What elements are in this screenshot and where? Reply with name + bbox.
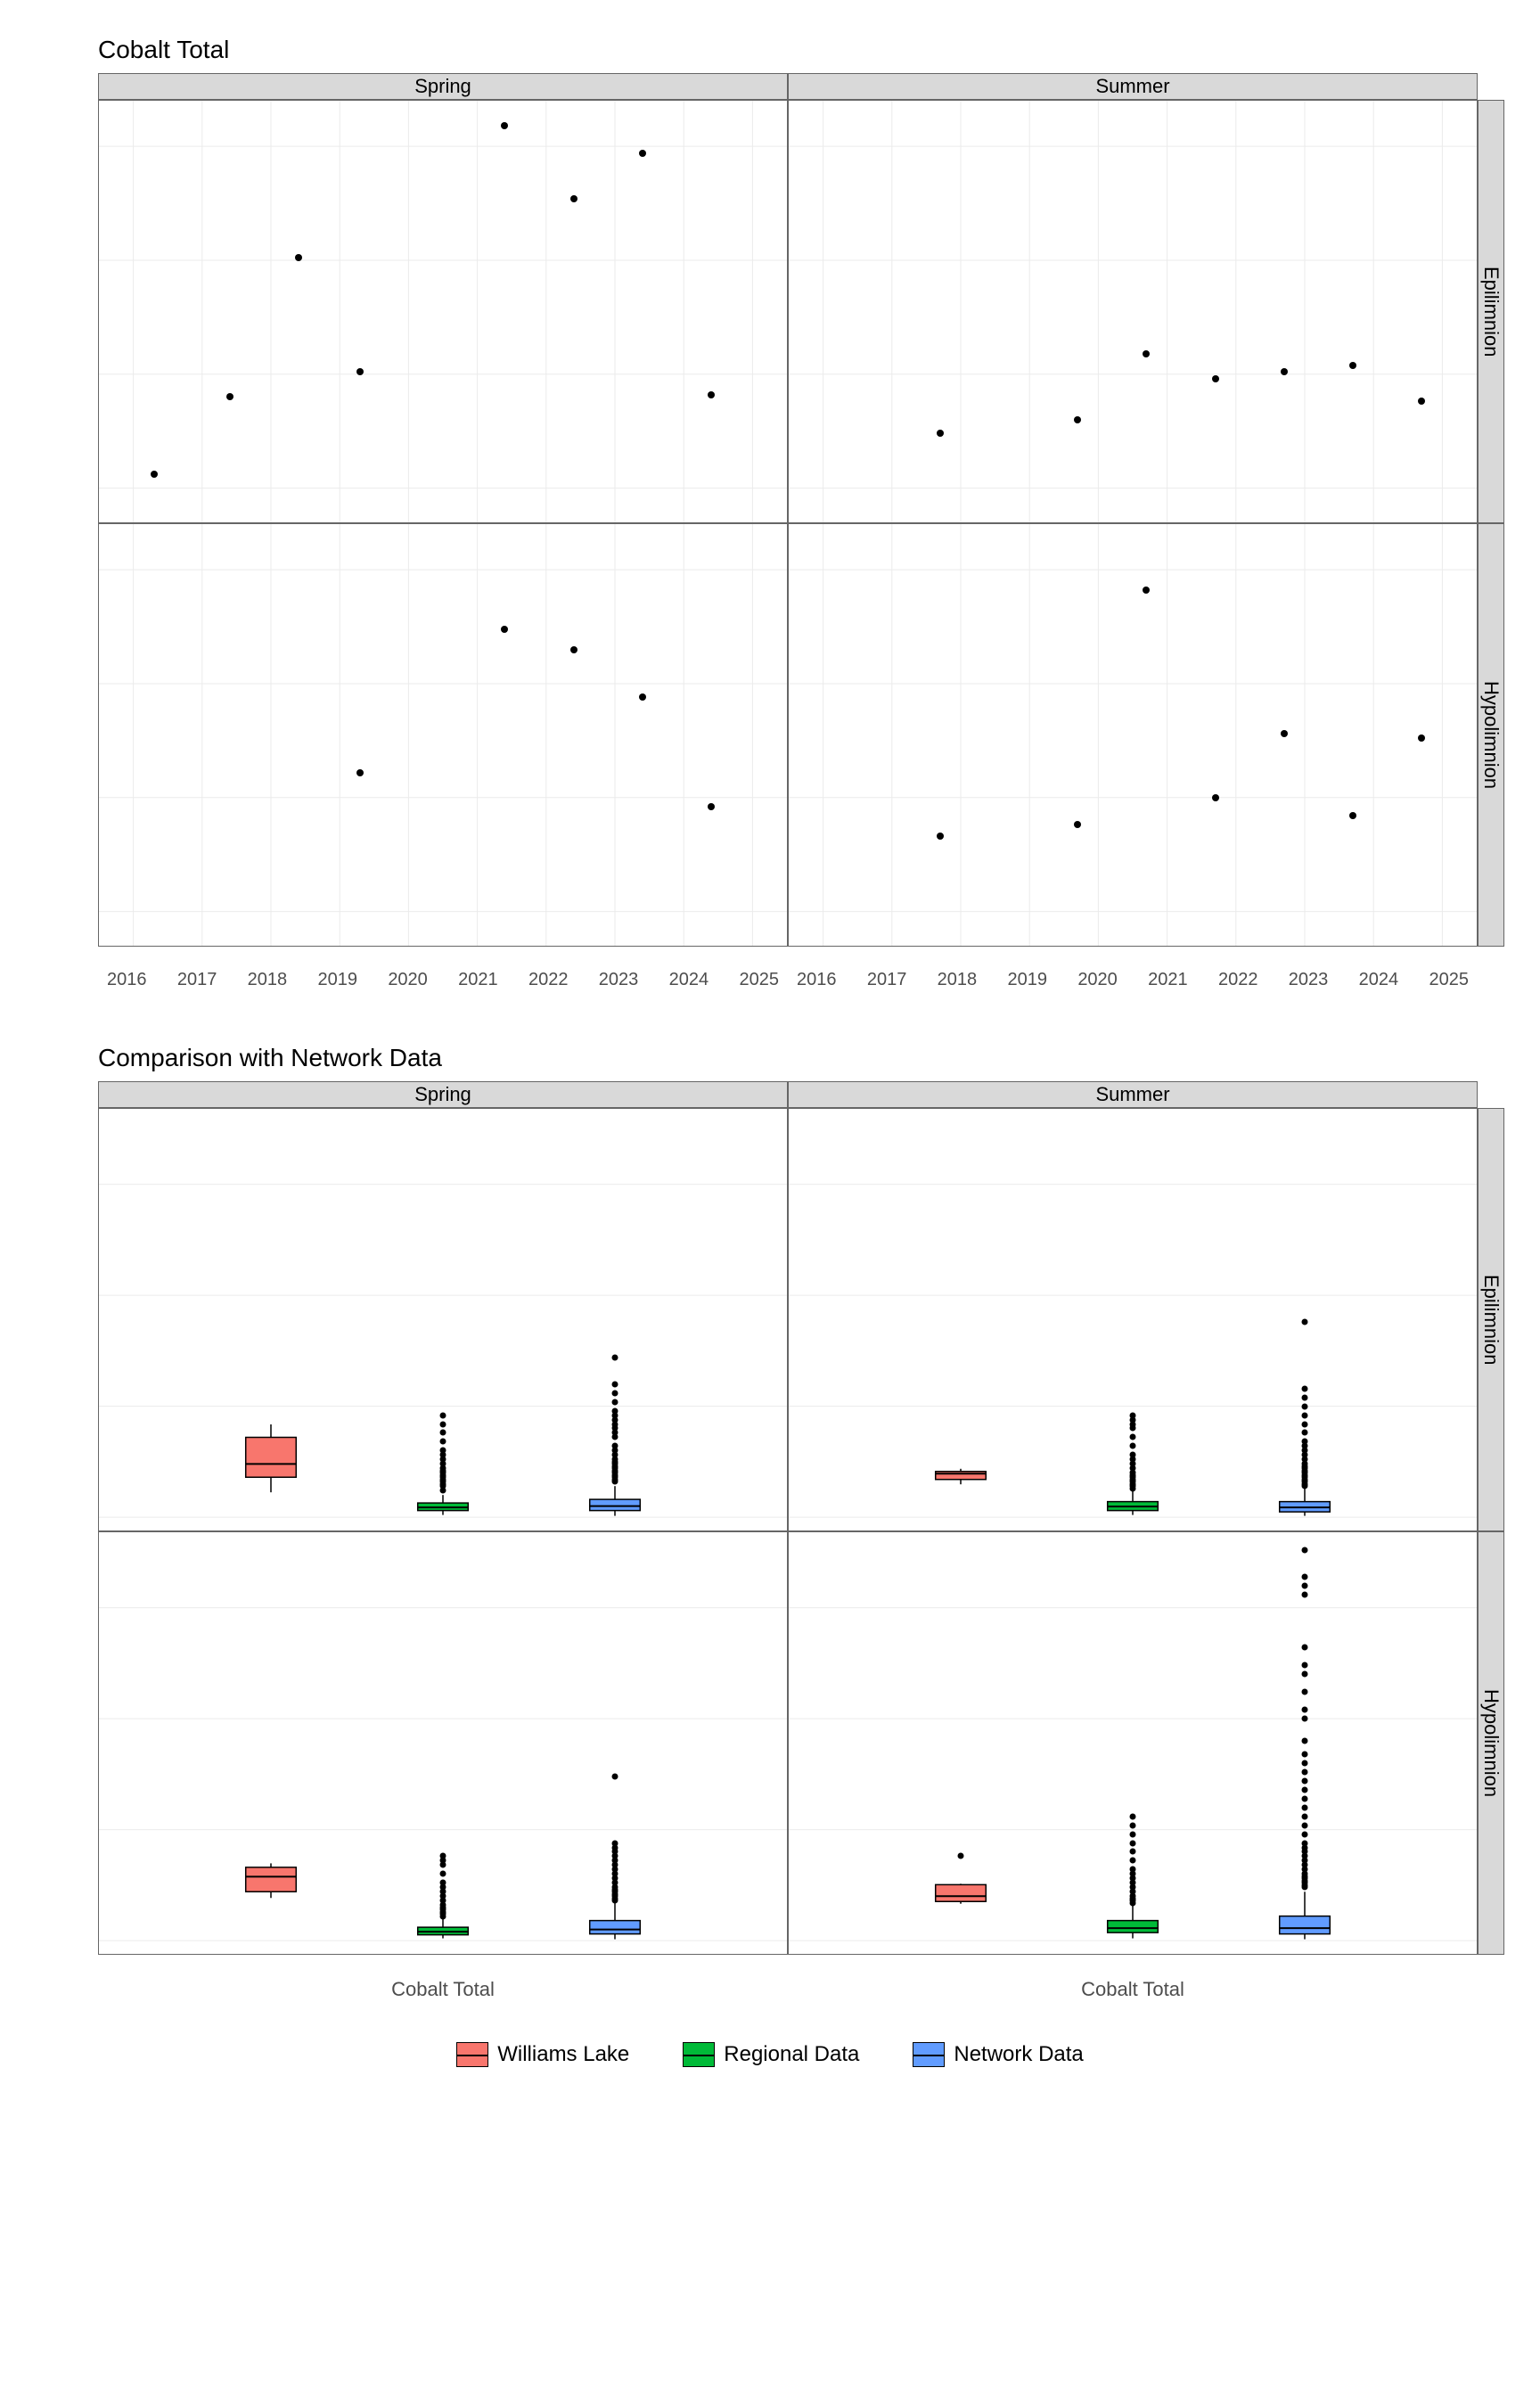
strip2-summer: Summer <box>788 1081 1478 1108</box>
legend-label-network: Network Data <box>954 2042 1083 2067</box>
chart1-grid: Result (ug/L) Spring Summer 0.200.150.10… <box>98 73 1504 947</box>
xcat-spring: Cobalt Total <box>98 1973 788 2006</box>
strip2-epi-label: Epilimnion <box>1479 1275 1503 1366</box>
legend-key-williams <box>456 2042 488 2067</box>
figure: Cobalt Total Result (ug/L) Spring Summer… <box>36 36 1504 2067</box>
legend-williams: Williams Lake <box>456 2042 629 2067</box>
strip-summer: Summer <box>788 73 1478 100</box>
strip-spring: Spring <box>98 73 788 100</box>
chart2-grid: Results (ug/L) Spring Summer 0.000.250.5… <box>98 1081 1504 1955</box>
legend: Williams Lake Regional Data Network Data <box>36 2042 1504 2067</box>
strip-hypo-label: Hypolimnion <box>1479 681 1503 789</box>
legend-key-network <box>913 2042 945 2067</box>
panel2-summer-hypo <box>788 1531 1478 1955</box>
strip2-epi: Epilimnion <box>1478 1108 1504 1531</box>
panel-summer-epi <box>788 100 1478 523</box>
panel2-summer-epi <box>788 1108 1478 1531</box>
legend-label-williams: Williams Lake <box>497 2042 629 2067</box>
chart2-title: Comparison with Network Data <box>98 1044 1504 1072</box>
strip-spring-label: Spring <box>414 75 471 98</box>
xaxis-summer: 2016201720182019202020212022202320242025 <box>788 964 1478 990</box>
legend-network: Network Data <box>913 2042 1083 2067</box>
panel-spring-epi: 0.200.150.100.05 <box>98 100 788 523</box>
chart2-xaxis: Cobalt Total Cobalt Total <box>98 1973 1504 2006</box>
strip2-summer-label: Summer <box>1095 1083 1169 1106</box>
strip-hypo: Hypolimnion <box>1478 523 1504 947</box>
strip2-hypo: Hypolimnion <box>1478 1531 1504 1955</box>
legend-regional: Regional Data <box>683 2042 859 2067</box>
chart1-title: Cobalt Total <box>98 36 1504 64</box>
chart1-xaxis: 2016201720182019202020212022202320242025… <box>98 964 1504 990</box>
legend-label-regional: Regional Data <box>724 2042 859 2067</box>
panel2-spring-epi: 0.000.250.500.75 <box>98 1108 788 1531</box>
strip-epi: Epilimnion <box>1478 100 1504 523</box>
panel-summer-hypo <box>788 523 1478 947</box>
xaxis-spring: 2016201720182019202020212022202320242025 <box>98 964 788 990</box>
panel2-spring-hypo: 0.000.250.500.75 <box>98 1531 788 1955</box>
strip-summer-label: Summer <box>1095 75 1169 98</box>
strip-epi-label: Epilimnion <box>1479 267 1503 357</box>
strip2-spring-label: Spring <box>414 1083 471 1106</box>
xcat-summer: Cobalt Total <box>788 1973 1478 2006</box>
strip2-spring: Spring <box>98 1081 788 1108</box>
strip2-hypo-label: Hypolimnion <box>1479 1689 1503 1797</box>
legend-key-regional <box>683 2042 715 2067</box>
panel-spring-hypo: 0.200.150.100.05 <box>98 523 788 947</box>
